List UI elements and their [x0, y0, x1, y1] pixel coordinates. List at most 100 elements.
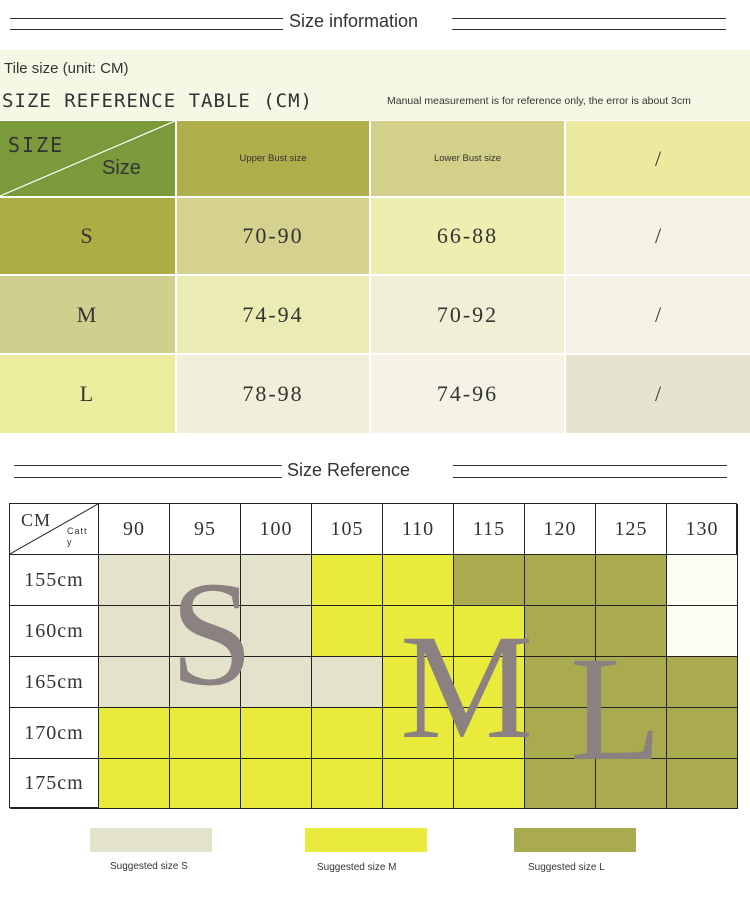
reference-rule-right	[453, 465, 727, 466]
grid-cell	[241, 708, 312, 759]
reference-rule-left	[14, 465, 282, 466]
column-header-115: 115	[454, 504, 525, 555]
grid-cell	[312, 657, 383, 708]
grid-cell	[99, 708, 170, 759]
grid-corner: CM Catty	[10, 504, 99, 555]
row-header-155cm: 155cm	[10, 555, 99, 606]
title-rule-right	[452, 18, 726, 19]
lower-bust-s: 66-88	[371, 198, 564, 274]
grid-cell	[99, 606, 170, 657]
grid-cell	[383, 606, 454, 657]
grid-cell	[99, 759, 170, 809]
lower-bust-m: 70-92	[371, 276, 564, 353]
legend-label-s: Suggested size S	[110, 861, 188, 872]
grid-cell	[312, 759, 383, 809]
tile-size-label: Tile size (unit: CM)	[4, 60, 129, 77]
extra-m: /	[566, 276, 750, 353]
big-letter-m: M	[400, 604, 534, 770]
upper-bust-l: 78-98	[177, 355, 369, 433]
title-rule-left-2	[10, 29, 283, 30]
column-header-130: 130	[667, 504, 738, 555]
grid-cell	[596, 759, 667, 809]
corner-label-size-lower: Size	[102, 157, 141, 179]
grid-corner-catty: Catty	[67, 526, 88, 547]
row-header-175cm: 175cm	[10, 759, 99, 809]
grid-cell	[170, 708, 241, 759]
grid-cell	[99, 555, 170, 606]
column-header-90: 90	[99, 504, 170, 555]
row-size-m: M	[0, 276, 175, 353]
section-title-size-information: Size information	[289, 11, 419, 31]
row-header-160cm: 160cm	[10, 606, 99, 657]
grid-cell	[241, 759, 312, 809]
upper-bust-m: 74-94	[177, 276, 369, 353]
grid-cell	[525, 555, 596, 606]
upper-bust-s: 70-90	[177, 198, 369, 274]
corner-diagonal	[0, 121, 175, 196]
column-header-105: 105	[312, 504, 383, 555]
grid-cell	[170, 555, 241, 606]
grid-cell	[241, 555, 312, 606]
grid-cell	[170, 606, 241, 657]
size-reference-grid: CM Catty 90 95 100 105 110 115 120 125 130 155cm 1…	[9, 503, 738, 809]
lower-bust-l: 74-96	[371, 355, 564, 433]
corner-label-size: SIZE	[8, 133, 65, 157]
column-header-extra: /	[566, 121, 750, 196]
row-header-165cm: 165cm	[10, 657, 99, 708]
legend-swatch-l	[514, 828, 636, 852]
grid-cell	[170, 759, 241, 809]
size-reference-table-title: SIZE REFERENCE TABLE (CM)	[2, 90, 313, 112]
big-letter-l: L	[570, 626, 662, 792]
row-size-l: L	[0, 355, 175, 433]
grid-cell	[596, 555, 667, 606]
legend-swatch-m	[305, 828, 427, 852]
grid-cell	[383, 555, 454, 606]
reference-rule-left-2	[14, 477, 282, 478]
grid-cell	[170, 657, 241, 708]
grid-cell	[241, 606, 312, 657]
column-header-100: 100	[241, 504, 312, 555]
grid-cell	[99, 657, 170, 708]
grid-cell	[454, 657, 525, 708]
grid-corner-cm: CM	[21, 510, 52, 530]
extra-s: /	[566, 198, 750, 274]
column-header-upper-bust: Upper Bust size	[177, 121, 369, 196]
grid-cell	[383, 759, 454, 809]
grid-cell	[383, 708, 454, 759]
grid-cell	[454, 555, 525, 606]
column-header-125: 125	[596, 504, 667, 555]
title-rule-left	[10, 18, 283, 19]
grid-cell	[312, 555, 383, 606]
grid-cell	[525, 606, 596, 657]
grid-cell	[667, 759, 738, 809]
extra-l: /	[566, 355, 750, 433]
title-rule-right-2	[452, 29, 726, 30]
column-header-110: 110	[383, 504, 454, 555]
row-size-s: S	[0, 198, 175, 274]
grid-cell	[454, 708, 525, 759]
grid-cell	[596, 657, 667, 708]
column-header-120: 120	[525, 504, 596, 555]
legend-label-l: Suggested size L	[528, 862, 605, 873]
grid-cell	[667, 555, 738, 606]
size-table-corner: SIZE Size	[0, 121, 175, 196]
grid-cell	[383, 657, 454, 708]
grid-cell	[454, 759, 525, 809]
grid-corner-diagonal	[10, 504, 99, 555]
grid-cell	[525, 759, 596, 809]
reference-rule-right-2	[453, 477, 727, 478]
column-header-95: 95	[170, 504, 241, 555]
grid-cell	[525, 708, 596, 759]
grid-cell	[525, 657, 596, 708]
grid-cell	[667, 606, 738, 657]
column-header-lower-bust: Lower Bust size	[371, 121, 564, 196]
grid-cell	[667, 708, 738, 759]
section-title-size-reference: Size Reference	[287, 460, 411, 480]
grid-cell	[454, 606, 525, 657]
grid-cell	[596, 708, 667, 759]
legend-swatch-s	[90, 828, 212, 852]
big-letter-s: S	[170, 551, 254, 717]
grid-cell	[312, 708, 383, 759]
row-header-170cm: 170cm	[10, 708, 99, 759]
grid-cell	[596, 606, 667, 657]
